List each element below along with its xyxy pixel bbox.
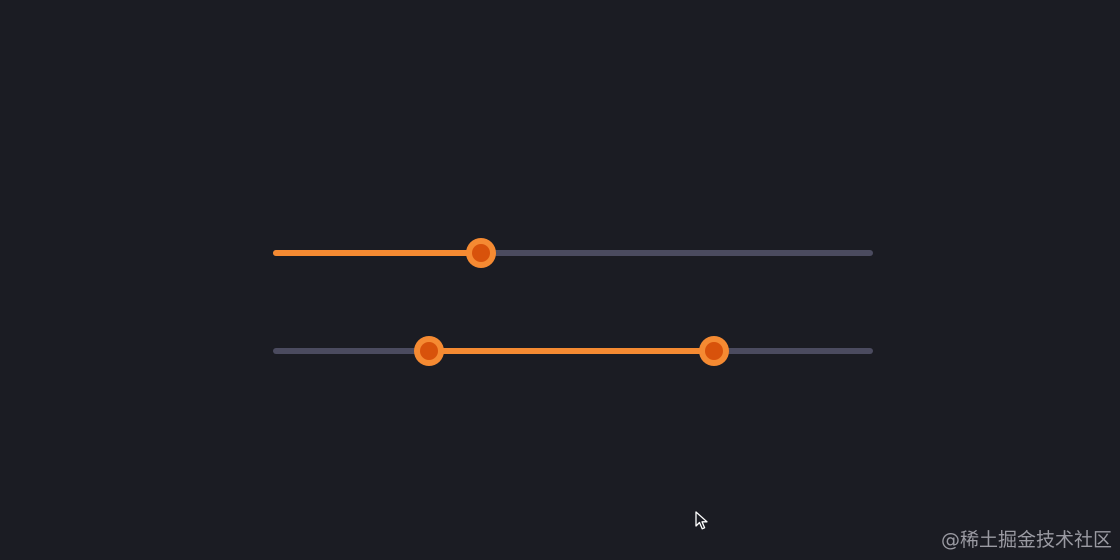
range-slider-high-thumb-core (705, 342, 723, 360)
slider-track[interactable] (273, 250, 873, 256)
range-slider-low-thumb[interactable] (414, 336, 444, 366)
range-slider-low-thumb-core (420, 342, 438, 360)
single-value-slider[interactable] (273, 238, 873, 268)
slider-thumb[interactable] (466, 238, 497, 268)
arrow-pointer-icon (695, 511, 708, 530)
watermark-text: @稀土掘金技术社区 (940, 529, 1112, 551)
range-slider-fill (429, 348, 714, 354)
slider-thumb-core (472, 244, 491, 262)
range-slider[interactable] (273, 336, 873, 366)
range-slider-high-thumb[interactable] (699, 336, 729, 366)
slider-fill (273, 250, 482, 256)
